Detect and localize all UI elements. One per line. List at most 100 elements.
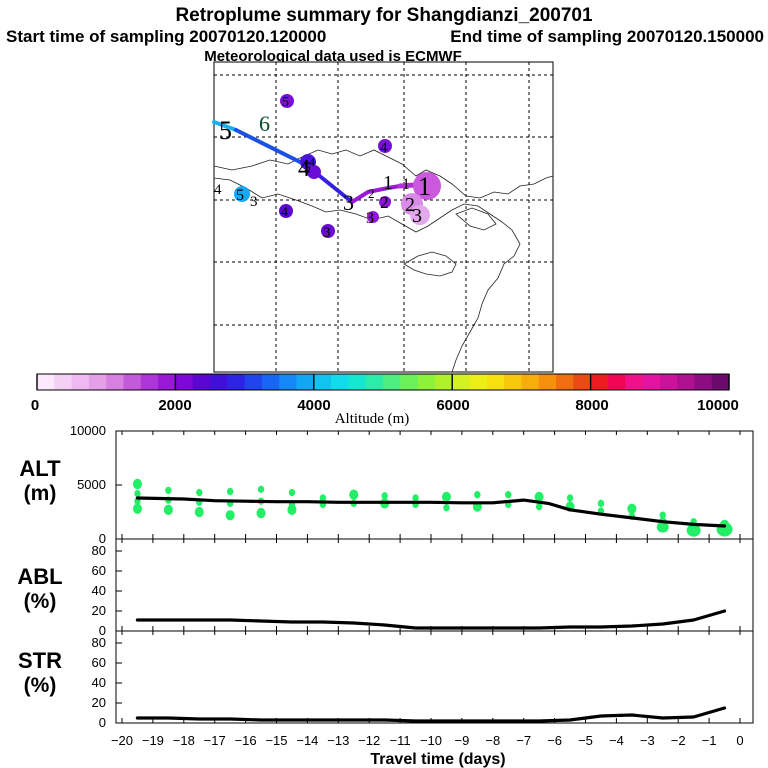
colorbar-swatch [659, 374, 678, 390]
y-tick-label: 40 [92, 583, 106, 598]
plume-circle [367, 211, 379, 223]
altitude-scatter-point [165, 486, 172, 495]
abl-series-line [135, 609, 727, 630]
plume-day-label: 4 [298, 156, 310, 182]
plume-day-label: 5 [282, 95, 289, 110]
y-tick-label: 20 [92, 695, 106, 710]
colorbar-swatch [37, 374, 55, 390]
colorbar-swatch [538, 374, 557, 390]
altitude-scatter-point [196, 488, 203, 497]
x-tick-label: −10 [420, 733, 442, 748]
altitude-scatter-point [535, 502, 543, 511]
altitude-scatter-point [225, 510, 235, 521]
x-tick-label: −17 [204, 733, 226, 748]
track-segment [234, 128, 308, 167]
x-tick-label: −12 [358, 733, 380, 748]
plume-circle-source [413, 172, 441, 200]
plume-day-label: 4 [309, 155, 315, 169]
colorbar-swatch [123, 374, 142, 390]
x-tick-label: −5 [578, 733, 593, 748]
altitude-scatter-point [659, 511, 666, 519]
colorbar-swatch [486, 374, 505, 390]
colorbar-swatch [106, 374, 125, 390]
abl-series [135, 609, 727, 630]
colorbar-swatch [175, 374, 194, 390]
colorbar-swatch [244, 374, 263, 390]
y-tick-label: 40 [92, 675, 106, 690]
y-tick-label: 5000 [77, 477, 106, 492]
abl-y-axis: 0 20 40 60 80 [92, 543, 122, 638]
colorbar-swatch [279, 374, 298, 390]
str-y-axis: 0 20 40 60 80 [92, 635, 122, 730]
plume-day-label: 2 [405, 194, 415, 216]
colorbar-swatch [348, 374, 367, 390]
altitude-scatter-point [257, 485, 265, 493]
colorbar-swatch [192, 374, 211, 390]
x-tick-label: −8 [485, 733, 500, 748]
str-x-ticks [121, 631, 741, 723]
str-panel-frame [115, 630, 754, 724]
colorbar-swatch [556, 374, 574, 390]
altitude-panel-frame [115, 430, 754, 540]
x-tick-label: 0 [736, 733, 743, 748]
plume-day-label: 5 [304, 159, 311, 174]
colorbar-swatch [383, 374, 401, 390]
start-time-label: Start time of sampling 20070120.120000 [6, 27, 326, 46]
x-tick-label: −18 [173, 733, 195, 748]
altitude-scatter-point [163, 504, 173, 516]
colorbar-swatch [261, 374, 280, 390]
y-tick-label: 80 [92, 635, 106, 650]
str-panel: STR (%) 0 20 40 60 80 [18, 630, 754, 730]
x-tick-label: −15 [265, 733, 287, 748]
plume-day-label: 3 [366, 210, 374, 227]
travel-time-axis: −20 −19 −18 −17 −16 −15 −14 −13 −12 −11 −10 −9 −8 −7−… [111, 733, 744, 748]
y-tick-label: 20 [92, 603, 106, 618]
x-axis-title: Travel time (days) [370, 751, 505, 768]
altitude-scatter-point [287, 504, 297, 516]
plume-circle [379, 196, 391, 208]
x-tick-label: −7 [516, 733, 531, 748]
colorbar-swatch [210, 374, 228, 390]
plume-day-label: 5 [219, 116, 232, 145]
altitude-y-axis: 0 5000 10000 [70, 423, 122, 546]
colorbar-swatch [625, 374, 644, 390]
track-segment [212, 120, 238, 132]
y-tick-label: 60 [92, 563, 106, 578]
altitude-scatter-point [134, 489, 141, 498]
plume-day-label: 3 [343, 190, 354, 215]
colorbar-swatch [54, 374, 73, 390]
colorbar-tick-label: 4000 [297, 397, 330, 414]
plume-day-label: 3 [323, 225, 331, 241]
colorbar-tick-label: 8000 [575, 397, 608, 414]
colorbar-swatch [417, 374, 436, 390]
colorbar-swatch [711, 374, 730, 390]
altitude-scatter-point [656, 521, 669, 533]
altitude-panel-unit: (m) [24, 482, 57, 505]
colorbar-swatch [677, 374, 695, 390]
str-panel-unit: (%) [24, 674, 57, 697]
colorbar-swatch [694, 374, 713, 390]
colorbar-swatch [452, 374, 471, 390]
altitude-scatter-point [132, 478, 142, 490]
altitude-scatter-point [505, 491, 512, 499]
plume-day-label: 4 [281, 205, 288, 220]
plume-day-label: 6 [259, 111, 270, 136]
altitude-scatter [132, 478, 733, 537]
colorbar-tick-label: 2000 [158, 397, 191, 414]
plume-circle [234, 186, 250, 202]
x-tick-label: −11 [390, 733, 411, 748]
alt-series-line [135, 496, 727, 528]
x-tick-label: −16 [235, 733, 257, 748]
y-tick-label: 60 [92, 655, 106, 670]
x-tick-label: −9 [454, 733, 469, 748]
plume-circle [378, 139, 392, 153]
altitude-scatter-point [256, 507, 266, 519]
altitude-series [135, 496, 727, 528]
colorbar-swatch [140, 374, 159, 390]
plume-day-label: 5 [236, 187, 244, 204]
abl-panel-frame [115, 538, 754, 632]
colorbar-swatch [590, 374, 609, 390]
x-tick-label: −2 [671, 733, 686, 748]
plume-circle [410, 205, 430, 225]
altitude-scatter-point [412, 494, 419, 502]
